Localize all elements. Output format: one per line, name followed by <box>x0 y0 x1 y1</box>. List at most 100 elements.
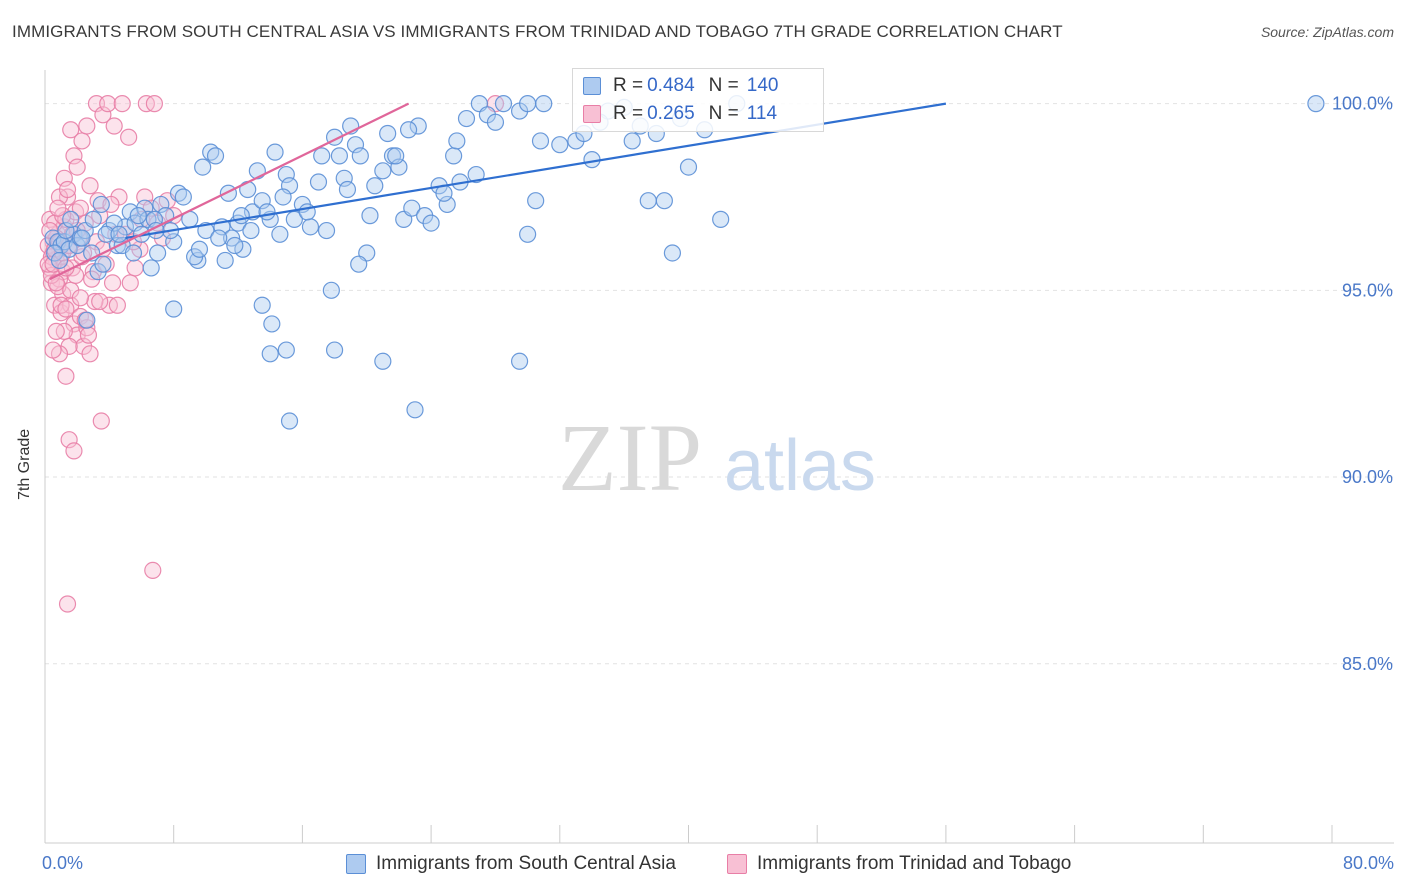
scatter-point <box>78 311 96 329</box>
scatter-point <box>226 236 244 255</box>
scatter-point <box>81 177 99 195</box>
scatter-point <box>62 210 80 228</box>
scatter-point <box>210 229 228 247</box>
scatter-point <box>623 132 641 150</box>
scatter-point <box>232 207 250 225</box>
scatter-point <box>50 251 69 270</box>
legend-item-trinidad: Immigrants from Trinidad and Tobago <box>727 852 1071 876</box>
legend-swatch-pink <box>583 105 601 123</box>
scatter-point <box>531 132 550 150</box>
scatter-point <box>253 296 271 314</box>
scatter-point <box>62 121 80 139</box>
scatter-point <box>58 595 77 613</box>
scatter-point <box>271 225 289 243</box>
scatter-point <box>335 169 353 187</box>
scatter-point <box>457 109 476 128</box>
scatter-point <box>519 225 537 243</box>
y-tick-label: 95.0% <box>1342 280 1393 300</box>
scatter-point <box>277 165 295 184</box>
scatter-point <box>103 274 122 292</box>
scatter-point <box>712 210 730 228</box>
x-tick-min: 0.0% <box>42 853 84 873</box>
scatter-point <box>374 162 392 180</box>
scatter-point <box>65 147 83 165</box>
scatter-point <box>234 240 252 258</box>
source-label: Source: ZipAtlas.com <box>1260 24 1394 40</box>
watermark: ZIP atlas <box>558 404 876 511</box>
scatter-point <box>399 121 418 139</box>
scatter-point <box>535 95 553 113</box>
scatter-point <box>194 158 212 176</box>
scatter-point <box>94 106 112 124</box>
scatter-point <box>113 95 131 113</box>
scatter-point <box>438 195 456 214</box>
scatter-point <box>81 345 99 363</box>
scatter-point <box>351 147 369 165</box>
scatter-point <box>121 274 139 292</box>
legend-r-label: R = <box>613 75 644 96</box>
scatter-point <box>258 203 276 221</box>
x-tick-max: 80.0% <box>1342 853 1394 873</box>
scatter-point <box>350 255 368 273</box>
y-tick-labels: 100.0% 95.0% 90.0% 85.0% <box>1332 94 1393 674</box>
scatter-point <box>102 195 120 214</box>
scatter-point <box>144 561 162 579</box>
legend-r-value-blue: 0.484 <box>647 75 695 96</box>
y-tick-label: 85.0% <box>1342 654 1393 674</box>
scatter-point <box>253 192 271 210</box>
scatter-point <box>216 251 234 270</box>
legend-n-label: N = <box>708 103 739 124</box>
scatter-point <box>57 221 75 240</box>
scatter-point <box>527 192 545 210</box>
scatter-point <box>379 124 397 143</box>
scatter-point <box>94 255 112 273</box>
scatter-point <box>68 158 86 176</box>
scatter-point <box>105 117 123 135</box>
scatter-point <box>406 401 424 419</box>
scatter-point <box>71 199 89 217</box>
scatter-point <box>274 188 292 206</box>
scatter-point <box>317 221 336 240</box>
scatter-point <box>97 225 115 243</box>
chart-title: IMMIGRANTS FROM SOUTH CENTRAL ASIA VS IM… <box>12 22 1063 41</box>
legend-n-value-pink: 114 <box>746 103 778 124</box>
scatter-point <box>55 169 73 187</box>
scatter-point <box>73 132 91 150</box>
scatter-point <box>494 95 513 113</box>
scatter-point <box>309 173 328 191</box>
scatter-point <box>92 412 110 430</box>
scatter-point <box>47 322 65 341</box>
scatter-point <box>57 300 75 318</box>
scatter-point <box>330 147 349 165</box>
scatter-point <box>108 296 126 314</box>
scatter-point <box>58 180 77 199</box>
scatter-point <box>206 147 225 165</box>
scatter-point <box>165 300 183 318</box>
scatter-point <box>663 244 682 262</box>
scatter-point <box>142 259 160 277</box>
scatter-point <box>655 192 673 210</box>
scatter-point <box>44 341 62 359</box>
scatter-point <box>145 95 163 113</box>
scatter-point <box>110 225 128 243</box>
scatter-point <box>152 195 170 214</box>
scatter-point <box>124 244 143 262</box>
scatter-point <box>73 229 91 247</box>
scatter-point <box>99 95 117 113</box>
legend-swatch-pink <box>727 854 747 874</box>
scatter-point <box>165 233 183 251</box>
scatter-point <box>219 184 237 202</box>
y-tick-label: 100.0% <box>1332 94 1393 114</box>
axes <box>44 70 1394 844</box>
legend-label-south-central-asia: Immigrants from South Central Asia <box>376 853 676 874</box>
scatter-point <box>280 412 299 430</box>
scatter-point <box>346 136 365 154</box>
scatter-point <box>1307 95 1325 113</box>
legend-label-trinidad: Immigrants from Trinidad and Tobago <box>757 853 1072 874</box>
scatter-point <box>84 210 102 228</box>
scatter-point <box>486 113 505 131</box>
scatter-point <box>366 177 384 195</box>
scatter-point <box>679 158 698 176</box>
watermark-atlas: atlas <box>724 426 876 506</box>
